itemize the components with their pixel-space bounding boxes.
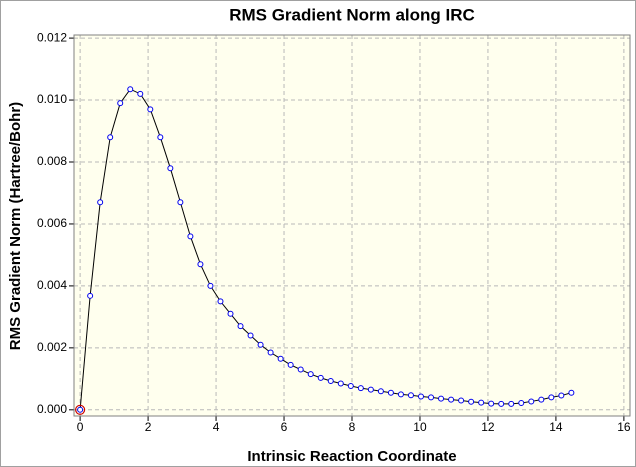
data-point — [498, 400, 505, 407]
data-point — [417, 393, 424, 400]
y-tick-label: 0.006 — [37, 216, 67, 230]
data-point — [297, 366, 304, 373]
data-point — [117, 100, 124, 107]
data-point — [167, 165, 174, 172]
data-point — [478, 399, 485, 406]
data-point — [157, 134, 164, 141]
data-point — [548, 394, 555, 401]
plot-frame — [73, 34, 631, 417]
x-tick-label: 6 — [281, 420, 288, 434]
data-point — [307, 371, 314, 378]
data-point — [438, 395, 445, 402]
y-tick-label: 0.000 — [37, 402, 67, 416]
data-point — [147, 106, 154, 113]
data-point — [237, 323, 244, 330]
x-tick-label: 4 — [213, 420, 220, 434]
data-point — [407, 392, 414, 399]
data-point — [177, 199, 184, 206]
y-tick-label: 0.008 — [37, 154, 67, 168]
highlight-point — [75, 404, 86, 415]
data-point — [87, 292, 94, 299]
x-tick-label: 8 — [349, 420, 356, 434]
data-point — [377, 388, 384, 395]
data-point — [397, 391, 404, 398]
data-point — [187, 233, 194, 240]
data-point — [347, 382, 354, 389]
x-tick-label: 16 — [617, 420, 631, 434]
data-point — [97, 199, 104, 206]
data-point — [77, 406, 84, 413]
data-point — [367, 386, 374, 393]
data-point — [217, 298, 224, 305]
data-point — [227, 310, 234, 317]
chart-title: RMS Gradient Norm along IRC — [229, 5, 475, 24]
data-point — [277, 355, 284, 362]
data-point — [528, 398, 535, 405]
x-axis-label: Intrinsic Reaction Coordinate — [247, 448, 456, 465]
x-tick-label: 12 — [481, 420, 495, 434]
y-tick-label: 0.010 — [37, 92, 67, 106]
data-point — [468, 398, 475, 405]
data-point — [197, 261, 204, 268]
y-tick-label: 0.002 — [37, 340, 67, 354]
data-point — [458, 397, 465, 404]
data-point — [327, 377, 334, 384]
y-axis-label: RMS Gradient Norm (Hartree/Bohr) — [7, 102, 24, 350]
data-point — [357, 385, 364, 392]
data-point — [337, 380, 344, 387]
data-point — [538, 396, 545, 403]
data-point — [207, 282, 214, 289]
data-point — [518, 399, 525, 406]
data-point — [508, 400, 515, 407]
data-point — [558, 392, 565, 399]
data-point — [257, 341, 264, 348]
y-tick-label: 0.004 — [37, 278, 67, 292]
data-point — [287, 361, 294, 368]
x-tick-label: 10 — [413, 420, 427, 434]
data-point — [387, 389, 394, 396]
data-point — [267, 349, 274, 356]
data-point — [107, 134, 114, 141]
data-point — [137, 90, 144, 97]
data-point — [448, 396, 455, 403]
x-tick-label: 2 — [145, 420, 152, 434]
data-point — [568, 389, 575, 396]
y-tick-label: 0.012 — [37, 30, 67, 44]
data-point — [488, 400, 495, 407]
data-point — [127, 86, 134, 93]
data-point — [317, 374, 324, 381]
x-tick-label: 0 — [77, 420, 84, 434]
data-point — [428, 394, 435, 401]
x-tick-label: 14 — [549, 420, 563, 434]
data-point — [247, 332, 254, 339]
